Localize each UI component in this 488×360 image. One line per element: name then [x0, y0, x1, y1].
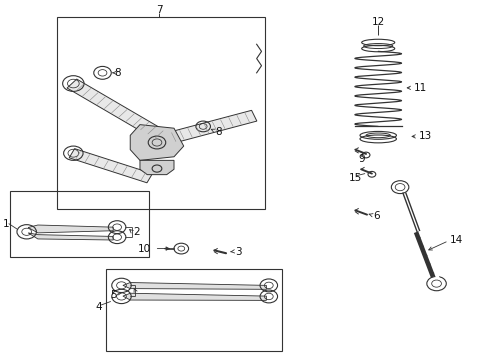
Text: 8: 8	[114, 68, 121, 78]
Text: 5: 5	[110, 290, 116, 300]
Polygon shape	[122, 293, 266, 300]
Text: 9: 9	[357, 154, 364, 164]
Text: 10: 10	[138, 244, 151, 253]
Text: 11: 11	[413, 83, 426, 93]
Bar	[10, 191, 148, 257]
Text: 2: 2	[133, 227, 140, 237]
Polygon shape	[67, 79, 171, 143]
Polygon shape	[28, 225, 113, 233]
Polygon shape	[164, 110, 256, 144]
Text: 12: 12	[371, 17, 384, 27]
Polygon shape	[28, 233, 113, 240]
Text: 4: 4	[95, 302, 102, 312]
Text: 1: 1	[3, 219, 10, 229]
Text: 6: 6	[372, 211, 379, 221]
Polygon shape	[69, 149, 152, 183]
Text: 15: 15	[348, 173, 361, 183]
Polygon shape	[140, 160, 174, 175]
Polygon shape	[122, 283, 266, 289]
Polygon shape	[130, 125, 183, 160]
Text: 13: 13	[418, 131, 431, 141]
Bar	[57, 18, 265, 208]
Text: 3: 3	[235, 247, 242, 257]
Text: 8: 8	[215, 127, 222, 137]
Text: 7: 7	[156, 5, 163, 15]
Text: 14: 14	[449, 235, 462, 245]
Bar	[106, 269, 282, 351]
